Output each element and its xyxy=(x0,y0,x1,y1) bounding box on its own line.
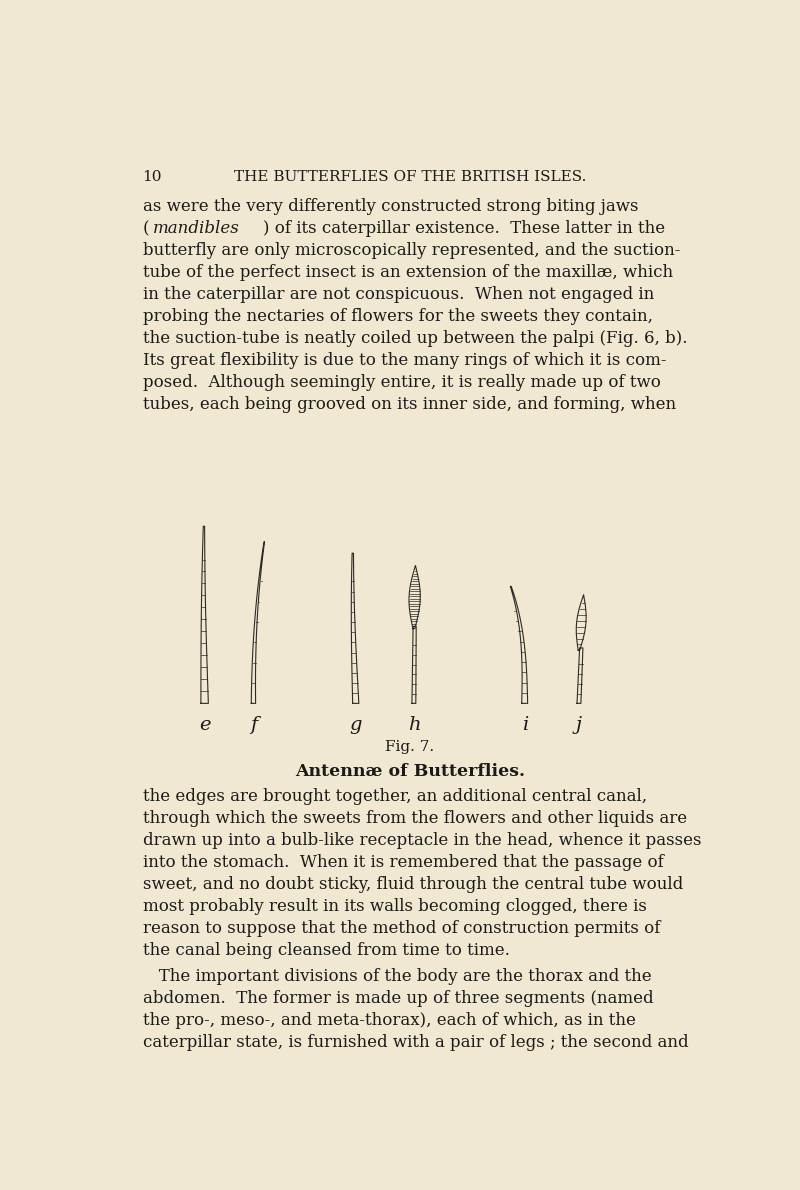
Text: drawn up into a bulb-like receptacle in the head, whence it passes: drawn up into a bulb-like receptacle in … xyxy=(142,832,701,848)
Polygon shape xyxy=(577,647,583,703)
Polygon shape xyxy=(201,526,208,703)
Text: butterfly are only microscopically represented, and the suction-: butterfly are only microscopically repre… xyxy=(142,242,680,259)
Text: through which the sweets from the flowers and other liquids are: through which the sweets from the flower… xyxy=(142,810,686,827)
Text: (: ( xyxy=(142,220,149,237)
Text: in the caterpillar are not conspicuous.  When not engaged in: in the caterpillar are not conspicuous. … xyxy=(142,286,654,303)
Text: mandibles: mandibles xyxy=(153,220,240,237)
Text: into the stomach.  When it is remembered that the passage of: into the stomach. When it is remembered … xyxy=(142,854,663,871)
Text: g: g xyxy=(350,716,362,734)
Text: h: h xyxy=(408,716,420,734)
Text: caterpillar state, is furnished with a pair of legs ; the second and: caterpillar state, is furnished with a p… xyxy=(142,1034,688,1051)
Text: abdomen.  The former is made up of three segments (named: abdomen. The former is made up of three … xyxy=(142,990,654,1007)
Text: 10: 10 xyxy=(142,170,162,183)
Text: most probably result in its walls becoming clogged, there is: most probably result in its walls becomi… xyxy=(142,897,646,915)
Polygon shape xyxy=(351,553,359,703)
Text: the edges are brought together, an additional central canal,: the edges are brought together, an addit… xyxy=(142,788,646,806)
Text: e: e xyxy=(199,716,210,734)
Text: ) of its caterpillar existence.  These latter in the: ) of its caterpillar existence. These la… xyxy=(262,220,665,237)
Polygon shape xyxy=(251,541,265,703)
Text: tube of the perfect insect is an extension of the maxillæ, which: tube of the perfect insect is an extensi… xyxy=(142,264,673,281)
Polygon shape xyxy=(412,626,416,703)
Text: j: j xyxy=(576,716,582,734)
Text: posed.  Although seemingly entire, it is really made up of two: posed. Although seemingly entire, it is … xyxy=(142,374,661,390)
Text: Antennæ of Butterflies.: Antennæ of Butterflies. xyxy=(295,763,525,779)
Text: Its great flexibility is due to the many rings of which it is com-: Its great flexibility is due to the many… xyxy=(142,352,666,369)
Text: sweet, and no doubt sticky, fluid through the central tube would: sweet, and no doubt sticky, fluid throug… xyxy=(142,876,683,892)
Text: reason to suppose that the method of construction permits of: reason to suppose that the method of con… xyxy=(142,920,660,937)
Polygon shape xyxy=(510,587,528,703)
Text: i: i xyxy=(522,716,528,734)
Text: Fig. 7.: Fig. 7. xyxy=(386,739,434,753)
Text: THE BUTTERFLIES OF THE BRITISH ISLES.: THE BUTTERFLIES OF THE BRITISH ISLES. xyxy=(234,170,586,183)
Text: The important divisions of the body are the thorax and the: The important divisions of the body are … xyxy=(142,969,651,985)
Text: the canal being cleansed from time to time.: the canal being cleansed from time to ti… xyxy=(142,941,510,959)
Polygon shape xyxy=(409,565,420,628)
Text: the suction-tube is neatly coiled up between the palpi (Fig. 6, b).: the suction-tube is neatly coiled up bet… xyxy=(142,330,687,347)
Text: the pro-, meso-, and meta-thorax), each of which, as in the: the pro-, meso-, and meta-thorax), each … xyxy=(142,1013,635,1029)
Polygon shape xyxy=(576,595,586,650)
Text: probing the nectaries of flowers for the sweets they contain,: probing the nectaries of flowers for the… xyxy=(142,308,653,325)
Text: f: f xyxy=(250,716,257,734)
Text: as were the very differently constructed strong biting jaws: as were the very differently constructed… xyxy=(142,199,638,215)
Text: tubes, each being grooved on its inner side, and forming, when: tubes, each being grooved on its inner s… xyxy=(142,396,676,413)
